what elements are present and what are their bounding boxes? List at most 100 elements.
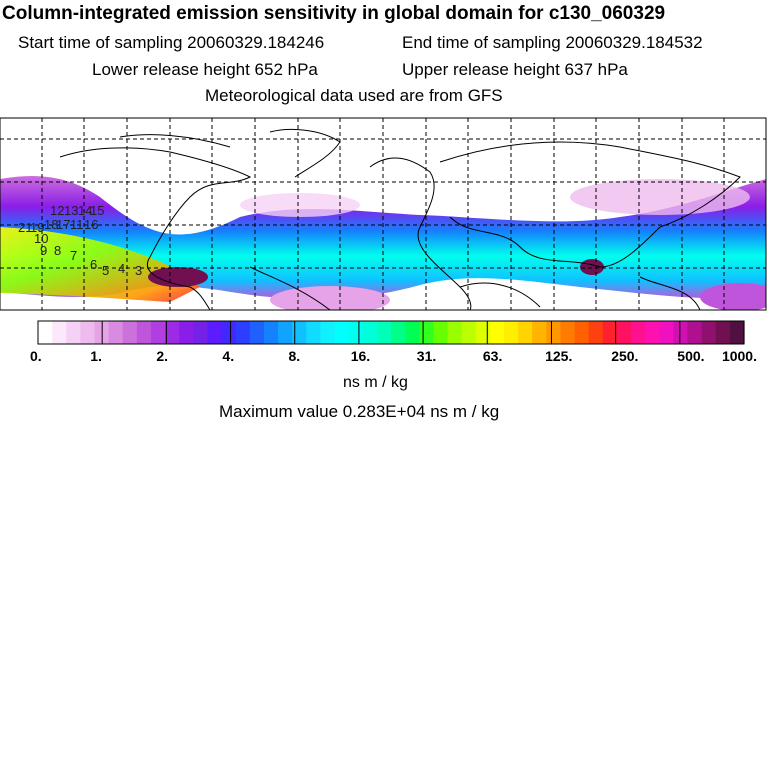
traj-label-21: 21 [18, 220, 32, 235]
colorbar-cell [150, 321, 166, 344]
colorbar-cell [701, 321, 717, 344]
met-data-label: Meteorological data used are from GFS [205, 86, 503, 105]
colorbar-cell [715, 321, 731, 344]
colorbar-cell [405, 321, 420, 344]
colorbar-cells [37, 321, 745, 344]
colorbar-cell [263, 321, 279, 344]
colorbar-tick-label: 250. [611, 348, 638, 364]
colorbar-cell [391, 321, 406, 344]
end-time-label: End time of sampling 20060329.184532 [402, 33, 703, 52]
hotspot-central-america [148, 267, 208, 287]
colorbar-tick-label: 16. [351, 348, 370, 364]
traj-label-7: 7 [70, 248, 77, 263]
colorbar-cell [419, 321, 434, 344]
colorbar-cell [616, 321, 632, 344]
colorbar-tick-label: 125. [545, 348, 572, 364]
colorbar-cell [306, 321, 321, 344]
colorbar-tick-labels: 0. 1. 2. 4. 8. 16. 31. 63. 125. 250. 500. 1000. [30, 348, 757, 364]
traj-label-9: 9 [40, 243, 47, 258]
colorbar-cell [659, 321, 674, 344]
colorbar-cell [136, 321, 152, 344]
traj-label-17: 17 [56, 217, 70, 232]
northern-haze [570, 179, 750, 215]
lat-lon-grid [0, 118, 766, 310]
colorbar-cell [165, 321, 180, 344]
traj-label-8: 8 [54, 243, 61, 258]
map-title: Column-integrated emission sensitivity i… [2, 3, 666, 24]
colorbar-cell [66, 321, 81, 344]
colorbar-cell [221, 321, 237, 344]
colorbar-tick-label: 1000. [722, 348, 757, 364]
colorbar-cell [729, 321, 745, 344]
southern-plume-atlantic [270, 286, 390, 310]
traj-label-13: 13 [64, 203, 78, 218]
colorbar-cell [376, 321, 392, 344]
sensitivity-map: 21 19 18 17 16 15 14 13 12 11 10 9 8 7 6… [0, 117, 767, 311]
colorbar-cell [179, 321, 194, 344]
start-time-label: Start time of sampling 20060329.184246 [18, 33, 325, 52]
colorbar-cell [292, 321, 307, 344]
colorbar-cell [334, 321, 350, 344]
lower-height-label: Lower release height 652 hPa [92, 60, 318, 79]
colorbar-cell [108, 321, 124, 344]
colorbar-cell [278, 321, 293, 344]
colorbar-cell [320, 321, 336, 344]
maximum-value: Maximum value 0.283E+04 ns m / kg [219, 402, 500, 421]
upper-height-label: Upper release height 637 hPa [402, 60, 628, 79]
colorbar-tick-label: 63. [483, 348, 502, 364]
colorbar-cell [52, 321, 67, 344]
colorbar-cell [362, 321, 378, 344]
colorbar-cell [447, 321, 463, 344]
colorbar-frame [37, 320, 745, 345]
pacific-high-sensitivity-region [0, 227, 200, 302]
colorbar-tick-label: 31. [417, 348, 436, 364]
map-frame [0, 117, 767, 311]
traj-label-5: 5 [102, 263, 109, 278]
trajectory-labels: 21 19 18 17 16 15 14 13 12 11 10 9 8 7 6… [18, 203, 142, 278]
traj-label-10: 10 [34, 231, 48, 246]
traj-label-6: 6 [90, 257, 97, 272]
northern-haze-atlantic [240, 193, 360, 217]
colorbar-cell [122, 321, 138, 344]
colorbar-cell [588, 321, 604, 344]
colorbar: 0. 1. 2. 4. 8. 16. 31. 63. 125. 250. 500. 1000. [30, 320, 757, 364]
colorbar-cell [546, 321, 562, 344]
colorbar-tick-label: 500. [677, 348, 704, 364]
colorbar-cell [249, 321, 265, 344]
colorbar-cell [348, 321, 364, 344]
colorbar-cell [574, 321, 590, 344]
colorbar-cell [673, 321, 689, 344]
hotspot-asia [580, 259, 604, 275]
colorbar-cell [687, 321, 703, 344]
colorbar-cell [489, 321, 505, 344]
colorbar-cell [602, 321, 618, 344]
traj-label-12: 12 [50, 203, 64, 218]
colorbar-cell [532, 321, 547, 344]
traj-label-4: 4 [118, 261, 125, 276]
colorbar-tick-label: 8. [289, 348, 301, 364]
colorbar-tick-label: 2. [156, 348, 168, 364]
colorbar-cell [235, 321, 251, 344]
colorbar-cell [645, 321, 660, 344]
southern-plume-pacific [700, 283, 766, 310]
colorbar-tick-label: 0. [30, 348, 42, 364]
colorbar-cell [38, 321, 53, 344]
colorbar-cell [518, 321, 533, 344]
colorbar-cell [207, 321, 223, 344]
colorbar-tick-label: 1. [90, 348, 102, 364]
colorbar-cell [80, 321, 96, 344]
colorbar-cell [433, 321, 449, 344]
colorbar-cell [503, 321, 519, 344]
colorbar-unit: ns m / kg [343, 374, 408, 391]
colorbar-cell [475, 321, 491, 344]
colorbar-tick-label: 4. [222, 348, 234, 364]
traj-label-11: 11 [70, 217, 84, 232]
colorbar-cell [631, 321, 646, 344]
traj-label-18: 18 [44, 217, 58, 232]
colorbar-cell [461, 321, 477, 344]
traj-label-16: 16 [84, 217, 98, 232]
traj-label-15: 15 [90, 203, 104, 218]
traj-label-3: 3 [135, 263, 142, 278]
colorbar-cell [193, 321, 209, 344]
traj-label-19: 19 [30, 220, 44, 235]
